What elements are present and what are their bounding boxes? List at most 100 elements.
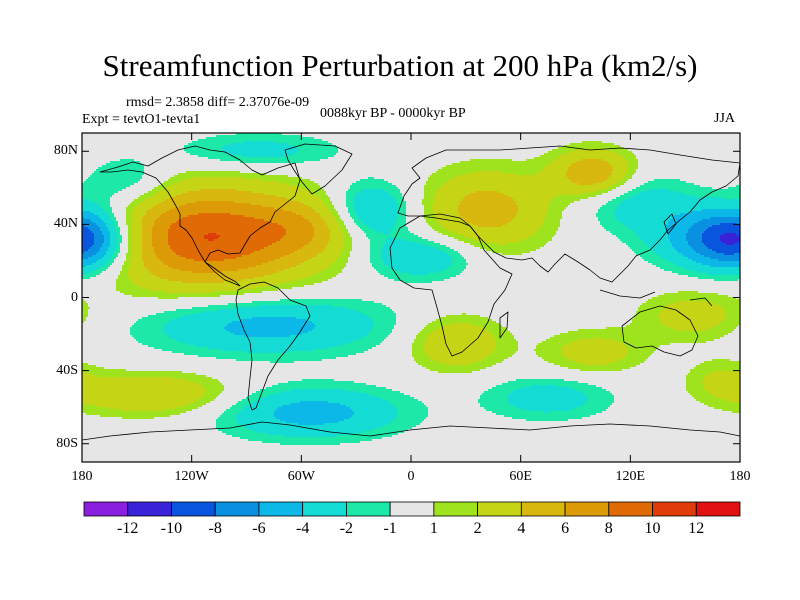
- field-cell: [356, 223, 365, 226]
- field-cell: [422, 237, 455, 240]
- field-cell: [242, 425, 385, 428]
- field-cell: [128, 271, 151, 274]
- field-cell: [100, 217, 111, 220]
- field-cell: [508, 395, 587, 398]
- field-cell: [138, 341, 181, 344]
- field-cell: [428, 239, 459, 242]
- field-cell: [608, 149, 629, 152]
- field-cell: [82, 437, 241, 440]
- field-cell: [470, 243, 499, 246]
- field-cell: [340, 253, 351, 256]
- field-cell: [602, 181, 619, 184]
- field-cell: [662, 257, 689, 260]
- field-cell: [250, 203, 305, 206]
- field-cell: [320, 271, 343, 274]
- field-cell: [362, 299, 649, 302]
- field-cell: [240, 171, 437, 174]
- field-cell: [122, 409, 165, 412]
- field-cell: [544, 219, 561, 222]
- field-cell: [82, 257, 89, 260]
- field-cell: [172, 351, 247, 354]
- field-cell: [236, 419, 281, 422]
- field-cell: [186, 379, 219, 382]
- field-cell: [128, 249, 133, 252]
- field-cell: [110, 237, 119, 240]
- field-cell: [106, 163, 143, 166]
- field-cell: [450, 179, 571, 182]
- field-cell: [96, 223, 107, 226]
- field-cell: [614, 401, 701, 404]
- field-cell: [346, 307, 391, 310]
- field-cell: [244, 407, 279, 410]
- field-cell: [322, 359, 415, 362]
- field-cell: [268, 433, 355, 436]
- field-cell: [666, 227, 691, 230]
- field-cell: [628, 191, 643, 194]
- field-cell: [428, 407, 485, 410]
- field-cell: [116, 247, 121, 250]
- field-cell: [248, 395, 269, 398]
- field-cell: [154, 247, 171, 250]
- field-cell: [480, 405, 515, 408]
- field-cell: [294, 145, 337, 148]
- field-cell: [568, 331, 733, 334]
- field-cell: [394, 279, 445, 282]
- field-cell: [82, 261, 97, 264]
- field-cell: [616, 197, 631, 200]
- field-cell: [176, 309, 219, 312]
- field-cell: [284, 227, 315, 230]
- field-cell: [330, 233, 345, 236]
- field-cell: [396, 417, 427, 420]
- field-cell: [692, 247, 709, 250]
- field-cell: [108, 261, 115, 264]
- field-cell: [222, 149, 301, 152]
- field-cell: [394, 197, 405, 200]
- field-cell: [636, 365, 697, 368]
- field-cell: [430, 245, 447, 248]
- field-cell: [622, 369, 691, 372]
- field-cell: [338, 345, 377, 348]
- field-cell: [130, 333, 167, 336]
- field-cell: [106, 253, 115, 256]
- field-cell: [192, 177, 245, 180]
- field-cell: [82, 245, 93, 248]
- field-cell: [216, 135, 303, 138]
- field-cell: [152, 189, 163, 192]
- field-cell: [620, 195, 635, 198]
- field-cell: [114, 259, 127, 262]
- field-cell: [638, 159, 740, 162]
- field-cell: [144, 265, 169, 268]
- field-cell: [236, 417, 277, 420]
- field-cell: [282, 405, 347, 408]
- field-cell: [118, 237, 123, 240]
- field-cell: [398, 411, 429, 414]
- field-cell: [602, 411, 733, 414]
- field-cell: [368, 393, 405, 396]
- field-cell: [82, 205, 101, 208]
- stats-text: rmsd= 2.3858 diff= 2.37076e-09: [126, 95, 310, 110]
- field-cell: [732, 411, 740, 414]
- field-cell: [82, 429, 219, 432]
- field-cell: [374, 301, 647, 304]
- field-cell: [610, 391, 689, 394]
- colorbar-swatch: [83, 501, 129, 517]
- field-cell: [100, 229, 109, 232]
- field-cell: [360, 227, 371, 230]
- field-cell: [82, 313, 89, 316]
- field-cell: [94, 171, 145, 174]
- field-cell: [460, 203, 517, 206]
- field-cell: [666, 305, 721, 308]
- field-cell: [412, 355, 429, 358]
- field-cell: [548, 207, 567, 210]
- field-cell: [596, 413, 740, 416]
- colorbar-label: 2: [473, 520, 482, 537]
- field-cell: [288, 381, 355, 384]
- field-cell: [636, 187, 713, 190]
- field-cell: [412, 349, 425, 352]
- field-cell: [674, 247, 693, 250]
- field-cell: [82, 209, 105, 212]
- field-cell: [734, 253, 740, 256]
- field-cell: [82, 285, 117, 288]
- field-cell: [118, 253, 127, 256]
- field-cell: [268, 245, 305, 248]
